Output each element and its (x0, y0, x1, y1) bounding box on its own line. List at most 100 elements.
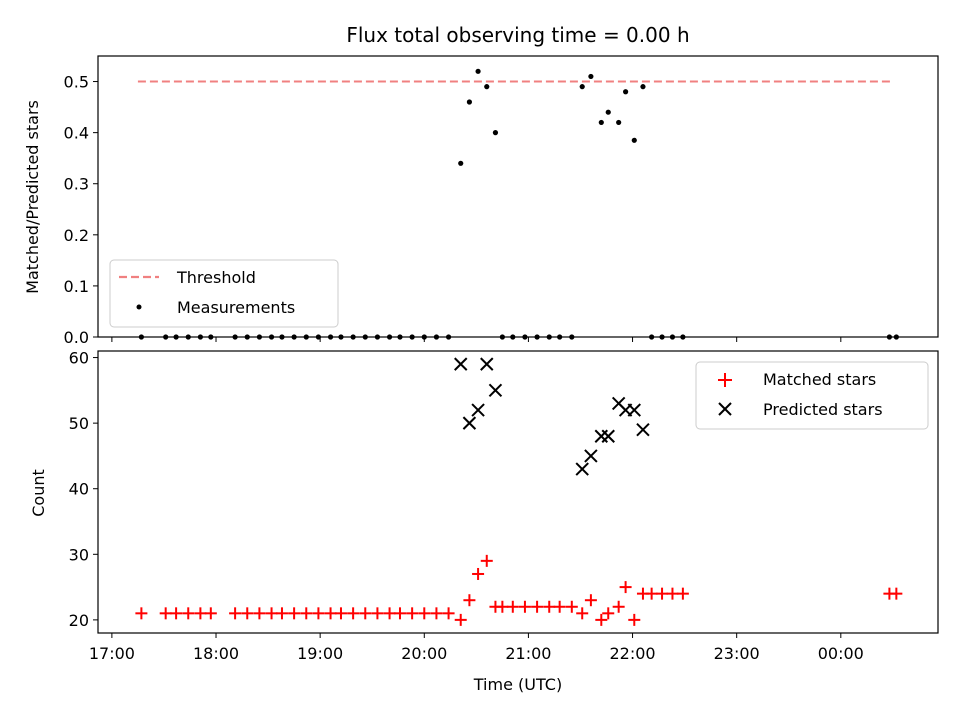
measurement-point (579, 84, 585, 90)
matched-point (229, 607, 242, 620)
chart-title: Flux total observing time = 0.00 h (346, 23, 689, 47)
y-tick-label: 0.3 (64, 175, 89, 194)
matched-point (543, 600, 556, 613)
measurement-point (623, 89, 629, 95)
matched-point (454, 613, 467, 626)
predicted-point (480, 357, 494, 371)
top-axes-frame (97, 55, 939, 338)
x-tick-label: 21:00 (505, 644, 551, 663)
predicted-point (471, 403, 485, 417)
predicted-point (627, 403, 641, 417)
matched-point (275, 607, 288, 620)
y-tick-label: 20 (69, 611, 89, 630)
predicted-point (488, 383, 503, 398)
y-tick-label: 0.5 (64, 73, 89, 92)
y-tick-label: 60 (69, 349, 89, 368)
matched-point (182, 607, 195, 620)
bottom-plot-area (135, 357, 903, 626)
matched-point (628, 613, 641, 626)
top-plot-area (137, 68, 899, 340)
matched-point (463, 594, 476, 607)
x-axis-label: Time (UTC) (473, 675, 562, 694)
legend-matched-label: Matched stars (763, 370, 876, 389)
top-panel: 0.0 0.1 0.2 0.3 0.4 0.5 Matched/Predicted sta… (23, 55, 939, 347)
matched-point (595, 613, 608, 626)
y-tick-label: 0.2 (64, 226, 89, 245)
matched-point (253, 607, 266, 620)
top-y-ticks: 0.0 0.1 0.2 0.3 0.4 0.5 (64, 73, 98, 347)
measurement-point (588, 73, 594, 80)
matched-point (645, 587, 658, 600)
matched-point (135, 607, 148, 620)
legend-measurements-label: Measurements (177, 298, 295, 317)
matched-point (170, 607, 183, 620)
measurement-point (640, 84, 646, 90)
measurement-point (492, 130, 499, 136)
predicted-point (454, 357, 468, 371)
matched-point (619, 581, 632, 594)
matched-point (890, 587, 903, 600)
bottom-legend: Matched stars Predicted stars (695, 361, 929, 430)
matched-point (584, 594, 597, 607)
matched-point (518, 600, 531, 613)
x-tick-label: 00:00 (818, 644, 864, 663)
predicted-point (462, 416, 477, 430)
legend-predicted-label: Predicted stars (763, 400, 883, 419)
matched-point (506, 600, 519, 613)
predicted-point (575, 462, 589, 476)
legend-measurements-swatch (136, 304, 142, 310)
matched-point (393, 607, 406, 620)
matched-point (612, 600, 625, 613)
matched-point (383, 607, 396, 620)
predicted-point (594, 429, 609, 443)
y-tick-label: 40 (69, 480, 89, 499)
x-tick-label: 18:00 (193, 644, 239, 663)
matched-point (472, 567, 485, 580)
y-tick-label: 0.0 (64, 328, 89, 347)
bottom-x-ticks: 17:00 18:00 19:00 20:00 21:00 22:00 23:00 00:00 (89, 633, 864, 663)
matched-point (676, 587, 689, 600)
measurement-point (458, 160, 464, 166)
bottom-y-ticks: 20 30 40 50 60 (69, 349, 98, 630)
top-x-ticks (111, 337, 842, 342)
legend-predicted-swatch (718, 402, 732, 416)
matched-point (406, 607, 419, 620)
matched-point (288, 607, 301, 620)
matched-point (553, 600, 566, 613)
bottom-legend-box (695, 361, 929, 430)
x-tick-label: 23:00 (714, 644, 760, 663)
bottom-panel: 20 30 40 50 60 17:00 18:00 19:00 20:00 21:00 22:0… (29, 349, 939, 694)
y-tick-label: 50 (69, 414, 89, 433)
measurement-point (475, 68, 481, 74)
matched-point (666, 587, 679, 600)
matched-point (194, 607, 207, 620)
x-tick-label: 17:00 (89, 644, 135, 663)
matched-point (312, 607, 325, 620)
legend-threshold-label: Threshold (176, 268, 256, 287)
matched-point (359, 607, 372, 620)
measurement-point (631, 137, 637, 143)
matched-point (480, 554, 493, 567)
legend-matched-swatch (718, 373, 732, 387)
matched-point (531, 600, 544, 613)
matched-point (418, 607, 431, 620)
matched-point (324, 607, 337, 620)
y-tick-label: 30 (69, 545, 89, 564)
matched-point (442, 607, 455, 620)
measurement-point (616, 119, 622, 126)
matched-point (159, 607, 172, 620)
predicted-point (584, 449, 598, 463)
matched-point (565, 600, 578, 613)
y-tick-label: 0.1 (64, 277, 89, 296)
matched-point (334, 607, 347, 620)
matched-point (496, 600, 509, 613)
bottom-axes-frame (97, 350, 939, 634)
matched-point (241, 607, 254, 620)
y-tick-label: 0.4 (64, 124, 89, 143)
top-y-axis-label: Matched/Predicted stars (23, 100, 42, 294)
measurement-point (484, 84, 490, 90)
measurement-point (605, 109, 611, 115)
measurement-point (466, 99, 473, 105)
matched-point (347, 607, 360, 620)
top-legend: Threshold Measurements (109, 259, 339, 328)
